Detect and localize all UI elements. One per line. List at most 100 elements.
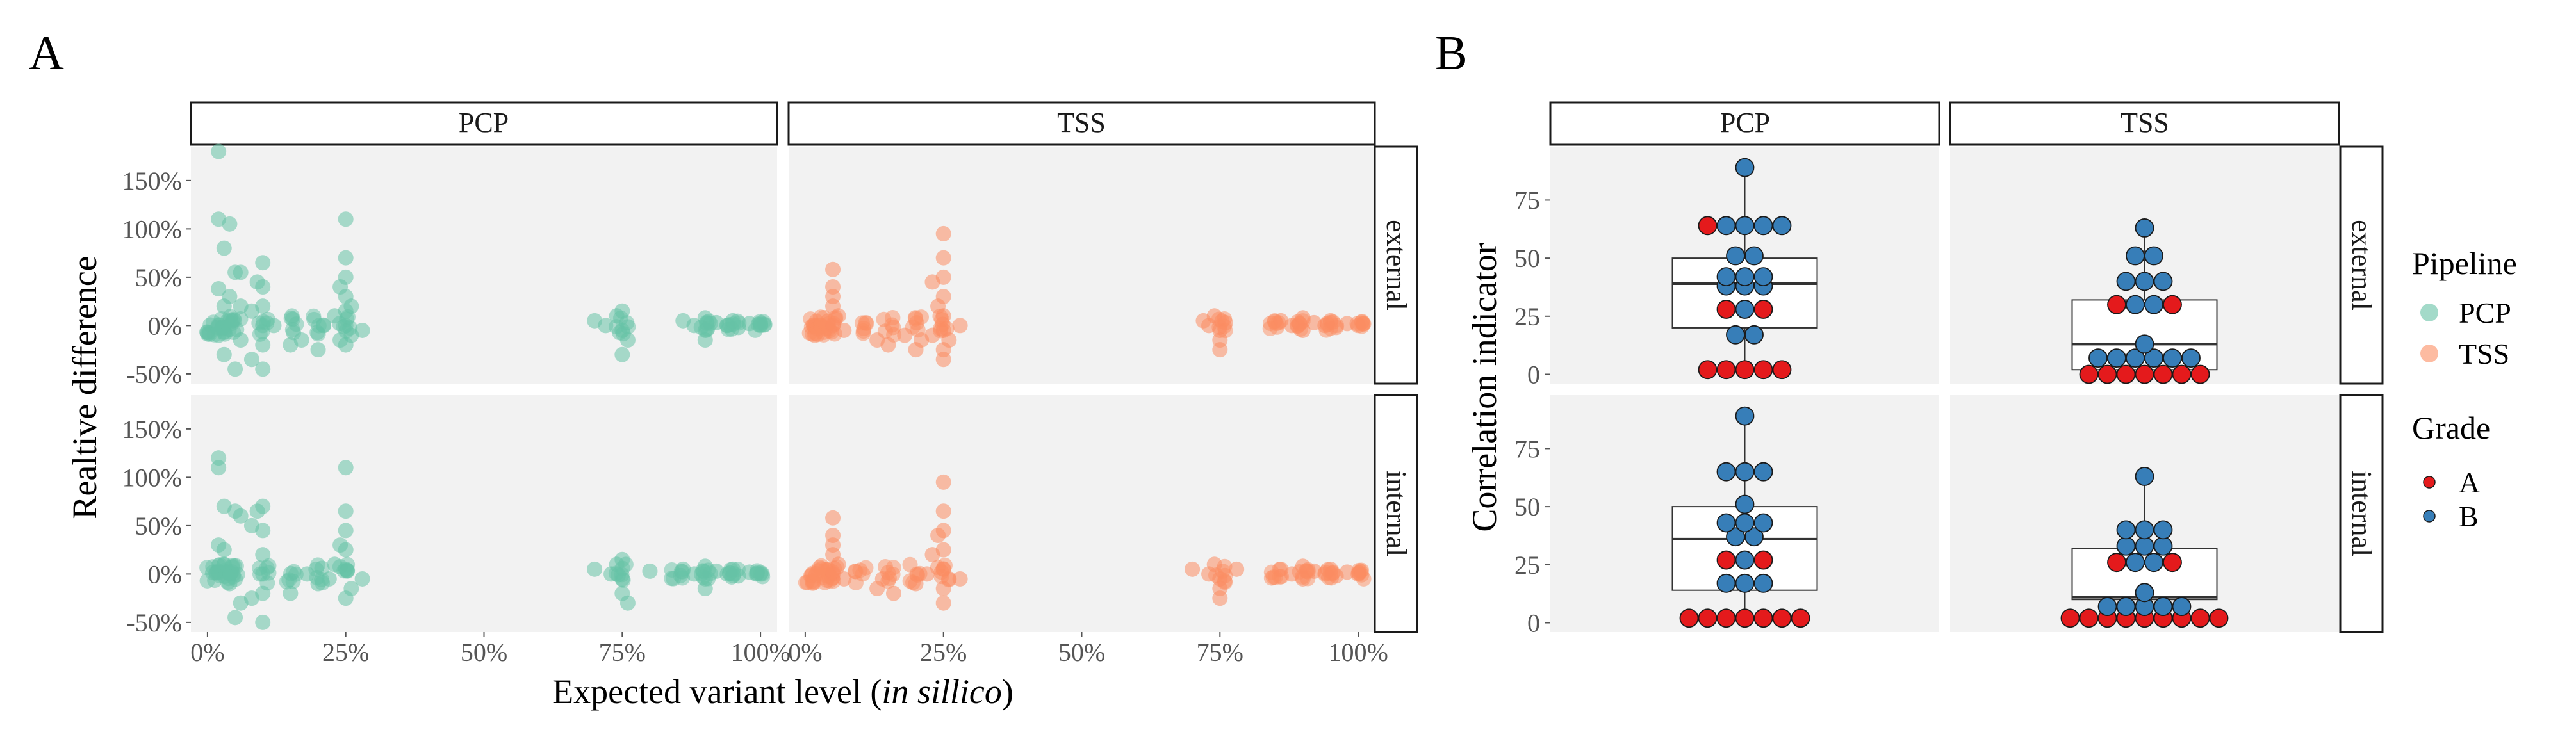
point-a-tss-internal [941, 571, 957, 587]
point-a-pcp-external [293, 332, 309, 348]
point-a-pcp-internal [255, 523, 271, 539]
point-a-tss-external [935, 269, 951, 285]
point-a-pcp-internal [587, 561, 603, 577]
strip-b-external [2339, 145, 2384, 385]
chart-b-points [1679, 158, 2229, 628]
point-b-tss-external-grade-b [2144, 348, 2163, 368]
point-a-tss-external [880, 337, 896, 353]
y-tick-label-a: -50% [126, 360, 182, 389]
point-a-tss-internal [886, 585, 902, 601]
point-b-pcp-internal-grade-b [1744, 527, 1764, 547]
point-a-pcp-internal [338, 503, 354, 519]
point-a-pcp-external [227, 361, 243, 377]
strip-b-external-label: external [2346, 220, 2377, 311]
point-a-pcp-internal [310, 557, 326, 573]
point-a-pcp-external [338, 269, 354, 285]
point-a-tss-external [1295, 322, 1311, 338]
point-a-tss-internal [935, 503, 951, 519]
facet-bg-a-TSS-external [789, 147, 1375, 384]
point-a-pcp-external [266, 318, 282, 334]
point-a-tss-external [1212, 342, 1228, 358]
point-a-pcp-internal [354, 571, 370, 587]
point-a-tss-external [1350, 318, 1366, 334]
point-a-tss-external [935, 225, 951, 241]
point-b-pcp-internal-grade-b [1735, 406, 1755, 426]
y-tick-label-b: 0 [1527, 360, 1540, 389]
point-a-pcp-internal [243, 590, 259, 606]
x-tick-label-a: 75% [599, 638, 646, 667]
point-a-pcp-external [211, 281, 227, 296]
y-tick-label-a: 100% [122, 215, 182, 243]
point-a-pcp-external [343, 298, 359, 314]
chart-a-points [199, 143, 1372, 630]
point-a-tss-external [935, 308, 951, 324]
point-a-pcp-external [211, 143, 227, 159]
point-a-tss-internal [1350, 566, 1366, 582]
point-a-tss-external [1217, 314, 1233, 330]
point-a-pcp-external [619, 332, 636, 348]
point-a-pcp-external [243, 352, 259, 368]
x-tick-label-a: 100% [730, 638, 790, 667]
point-a-tss-internal [935, 474, 951, 490]
strip-a-tss-label: TSS [1057, 107, 1106, 138]
point-a-pcp-internal [338, 460, 354, 476]
point-a-tss-external [913, 309, 929, 325]
point-b-tss-external-grade-a [2172, 364, 2192, 384]
point-a-pcp-external [310, 342, 326, 358]
point-b-pcp-internal-grade-a [1698, 608, 1718, 628]
point-b-pcp-external-grade-b [1716, 267, 1736, 287]
chart-b-y-axis: 0 25 50 75 0 25 50 75 [1514, 186, 1550, 637]
strip-b-internal [2339, 394, 2384, 633]
chart-a-relative-difference: PCP TSS external internal -50% 0% 50% 100% 1… [65, 101, 1418, 711]
x-tick-label-a: 50% [461, 638, 507, 667]
point-a-pcp-internal [338, 523, 354, 539]
point-b-pcp-internal-grade-b [1726, 527, 1745, 547]
point-b-pcp-external-grade-b [1735, 158, 1755, 177]
point-b-tss-internal-grade-b [2126, 553, 2145, 573]
point-a-pcp-internal [288, 566, 304, 582]
point-a-pcp-external [306, 308, 322, 324]
point-a-pcp-external [216, 240, 232, 256]
strip-b-tss [1949, 101, 2340, 146]
point-a-tss-internal [1229, 561, 1245, 577]
point-a-pcp-external [233, 332, 249, 348]
strip-b-tss-label: TSS [2121, 107, 2169, 138]
chart-b-strips: PCP TSS external internal [1549, 101, 2384, 633]
point-b-pcp-internal-grade-b [1735, 550, 1755, 570]
point-b-pcp-internal-grade-a [1753, 550, 1773, 570]
point-a-tss-internal [908, 576, 924, 592]
point-a-pcp-external [284, 321, 300, 337]
point-a-pcp-external [338, 211, 354, 227]
x-tick-label-a: 75% [1197, 638, 1243, 667]
strip-b-internal-label: internal [2346, 471, 2377, 556]
legend-tss-swatch [2420, 345, 2438, 362]
legend-tss-label: TSS [2459, 337, 2509, 370]
point-a-pcp-external [211, 327, 227, 343]
x-tick-label-a: 0% [190, 638, 224, 667]
point-b-pcp-external-grade-a [1735, 360, 1755, 380]
point-b-pcp-internal-grade-a [1716, 608, 1736, 628]
chart-a-y-axis-title: Realtive difference [65, 256, 104, 519]
point-a-pcp-external [753, 316, 769, 332]
point-b-pcp-external-grade-b [1772, 216, 1792, 236]
chart-a-x-axis: 0% 25% 50% 75% 100%0% 25% 50% 75% 100% [190, 632, 1388, 667]
strip-a-pcp [190, 101, 778, 146]
point-a-pcp-external [222, 216, 238, 232]
point-b-tss-internal-grade-b [2116, 597, 2136, 616]
point-a-pcp-external [255, 255, 271, 271]
point-b-pcp-external-grade-b [1726, 325, 1745, 345]
point-b-tss-external-grade-a [2097, 364, 2117, 384]
point-b-tss-external-grade-b [2135, 218, 2154, 238]
point-a-pcp-external [255, 361, 271, 377]
point-b-pcp-internal-grade-b [1753, 462, 1773, 482]
point-a-tss-external [836, 322, 852, 338]
point-b-tss-external-grade-b [2163, 348, 2182, 368]
point-a-pcp-external [255, 318, 271, 334]
point-a-tss-internal [935, 542, 951, 558]
legend-grade-a-swatch [2423, 476, 2436, 489]
point-b-pcp-external-grade-a [1753, 360, 1773, 380]
point-a-tss-external [952, 318, 968, 334]
y-tick-label-b: 0 [1527, 608, 1540, 637]
point-b-pcp-external-grade-a [1753, 300, 1773, 319]
point-b-tss-external-grade-a [2116, 364, 2136, 384]
